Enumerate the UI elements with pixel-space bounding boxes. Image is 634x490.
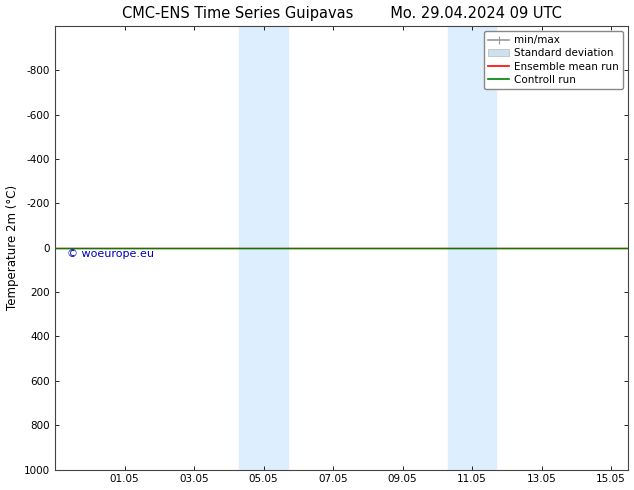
Bar	[239, 26, 271, 469]
Bar	[448, 26, 479, 469]
Legend: min/max, Standard deviation, Ensemble mean run, Controll run: min/max, Standard deviation, Ensemble me…	[484, 31, 623, 89]
Bar	[271, 26, 288, 469]
Bar	[479, 26, 496, 469]
Title: CMC-ENS Time Series Guipavas        Mo. 29.04.2024 09 UTC: CMC-ENS Time Series Guipavas Mo. 29.04.2…	[122, 5, 562, 21]
Y-axis label: Temperature 2m (°C): Temperature 2m (°C)	[6, 185, 18, 310]
Text: © woeurope.eu: © woeurope.eu	[67, 249, 153, 259]
